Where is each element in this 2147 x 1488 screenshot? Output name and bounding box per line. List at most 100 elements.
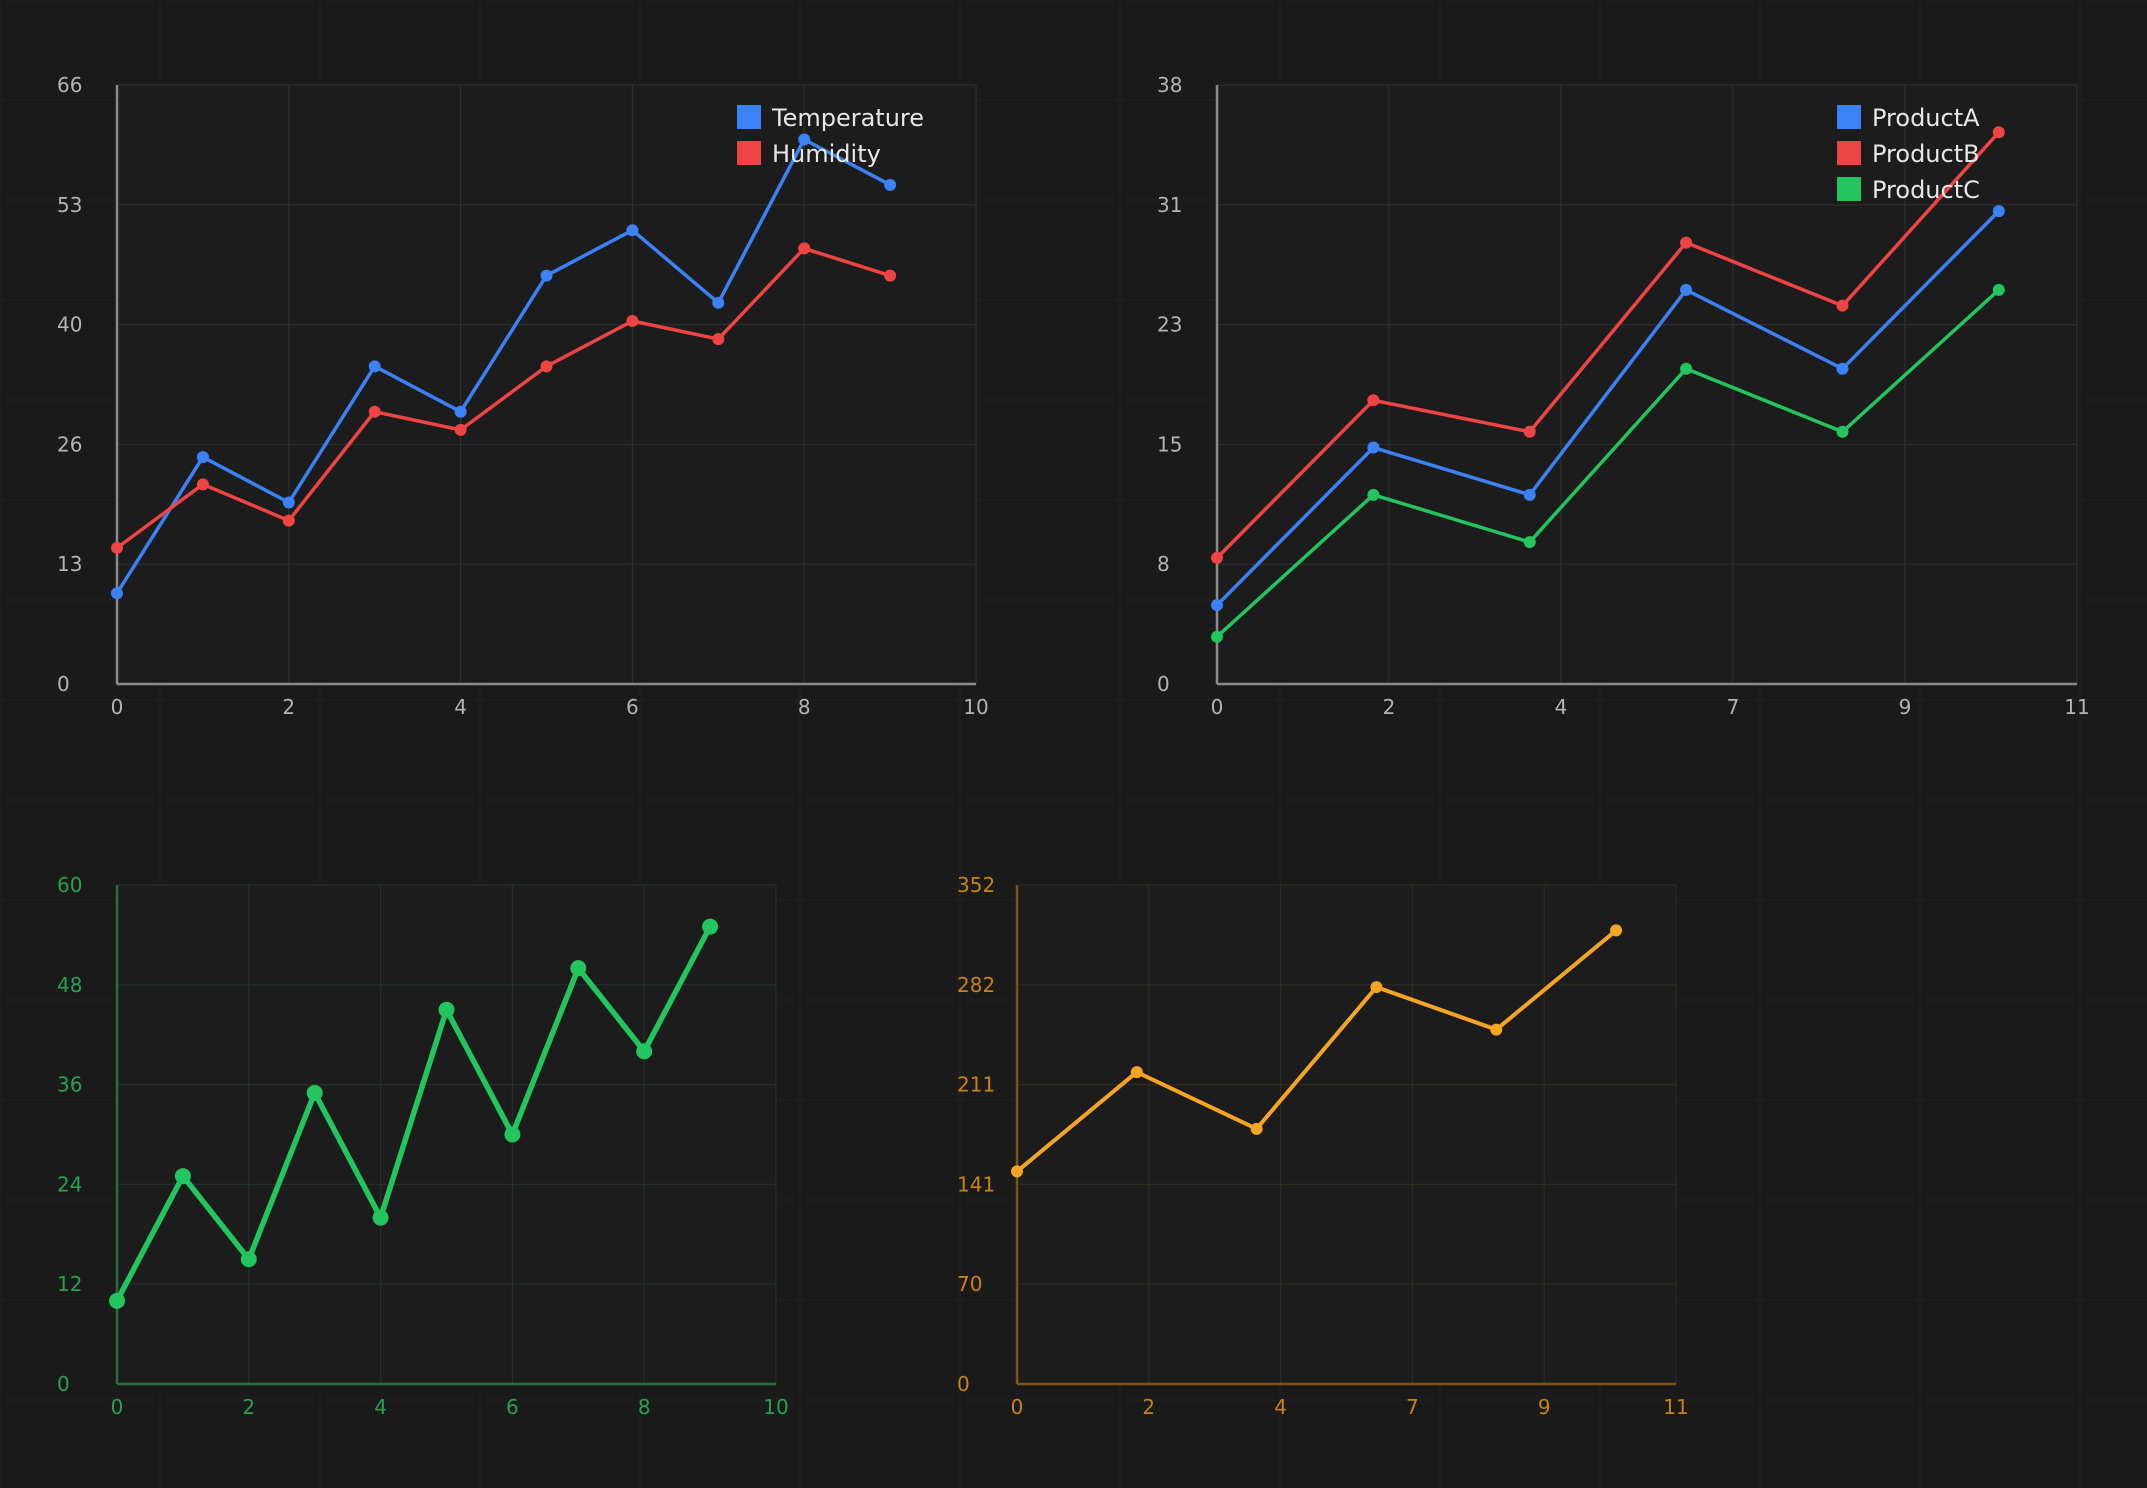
series-line-series [114,923,713,1304]
y-tick-label: 15 [1157,432,1182,456]
x-tick-label: 2 [242,1395,255,1419]
x-tick-label: 0 [1011,1395,1024,1419]
y-tick-label: 211 [957,1073,995,1097]
data-point [174,1168,191,1185]
data-point [454,423,467,436]
data-point [540,360,553,373]
legend-swatch [1837,105,1861,129]
x-tick-label: 4 [1274,1395,1287,1419]
series-line-temperature [115,137,892,595]
plot-area [1217,85,2077,684]
x-tick-label: 9 [1899,695,1912,719]
y-tick-label: 26 [57,432,82,456]
x-tick-label: 0 [111,1395,124,1419]
legend-swatch [1837,141,1861,165]
plot-area [117,85,976,684]
data-point [1836,425,1849,438]
y-tick-label: 8 [1157,552,1170,576]
data-point [1367,441,1380,454]
data-point [540,269,553,282]
x-tick-label: 10 [763,1395,788,1419]
chart-orange-line: 0 2 4 7 9 11 0 70 141 211 282 352 [957,873,1689,1419]
legend: Temperature Humidity [737,104,924,168]
x-tick-label: 11 [1663,1395,1688,1419]
data-point [111,541,123,554]
data-point [1836,299,1849,312]
y-tick-label: 36 [57,1073,82,1097]
x-tick-label: 4 [1555,695,1568,719]
x-tick-label: 2 [1142,1395,1155,1419]
data-point [1992,126,2005,139]
data-point [368,405,381,418]
data-point [884,269,897,282]
y-tick-label: 48 [57,973,82,997]
y-tick-label: 38 [1157,73,1182,97]
y-tick-label: 13 [57,552,82,576]
data-point [798,133,811,146]
data-point [368,360,381,373]
data-point [1367,394,1380,407]
y-tick-label: 70 [957,1272,982,1296]
legend: ProductA ProductB ProductC [1837,104,1980,204]
x-tick-label: 8 [798,695,811,719]
data-point [1011,1165,1023,1178]
legend-swatch [1837,177,1861,201]
data-point [1680,362,1693,375]
data-point [282,514,295,527]
data-point [1992,205,2005,218]
x-tick-label: 2 [1383,695,1396,719]
x-tick-label: 0 [111,695,124,719]
x-tick-label: 10 [963,695,988,719]
data-point [626,314,639,327]
plot-area [1017,885,1676,1384]
y-tick-label: 0 [1157,672,1170,696]
data-point [712,333,725,346]
legend-label: Temperature [771,104,924,132]
data-point [1610,924,1623,937]
data-point [1680,283,1693,296]
data-point [109,1292,125,1309]
data-point [372,1209,389,1226]
y-tick-label: 53 [57,193,82,217]
y-tick-label: 352 [957,873,995,897]
data-point [798,242,811,255]
series-line-humidity [115,246,892,550]
x-tick-label: 7 [1406,1395,1419,1419]
data-point [1523,488,1536,501]
data-point [570,960,587,977]
x-tick-label: 4 [454,695,467,719]
data-point [196,451,209,464]
x-tick-label: 9 [1538,1395,1551,1419]
y-tick-label: 40 [57,313,82,337]
data-point [111,587,123,600]
data-point [438,1001,455,1018]
data-point [1250,1122,1263,1135]
data-point [636,1043,653,1060]
data-point [1523,425,1536,438]
data-point [626,224,639,237]
data-point [1992,283,2005,296]
y-tick-label: 12 [57,1272,82,1296]
data-point [1490,1023,1503,1036]
data-point [1130,1066,1143,1079]
chart-temperature-humidity: 0 2 4 6 8 10 0 13 26 40 53 66 Temperature Humidity [57,73,989,719]
data-point [240,1251,257,1268]
y-tick-label: 282 [957,973,995,997]
series-line-producta [1215,209,2001,607]
series-line-series [1015,928,1619,1174]
data-point [306,1084,323,1101]
data-point [282,496,295,509]
y-tick-label: 31 [1157,193,1182,217]
y-tick-label: 141 [957,1172,995,1196]
x-tick-label: 8 [638,1395,651,1419]
legend-label: Humidity [772,140,881,168]
data-point [1211,599,1223,612]
x-tick-label: 6 [506,1395,519,1419]
data-point [1680,236,1693,249]
x-tick-label: 7 [1727,695,1740,719]
legend-label: ProductB [1872,140,1980,168]
data-point [702,918,719,935]
chart-products: 0 2 4 7 9 110815233138ProductAProductBProduct… [1157,73,2090,719]
x-tick-label: 6 [626,695,639,719]
